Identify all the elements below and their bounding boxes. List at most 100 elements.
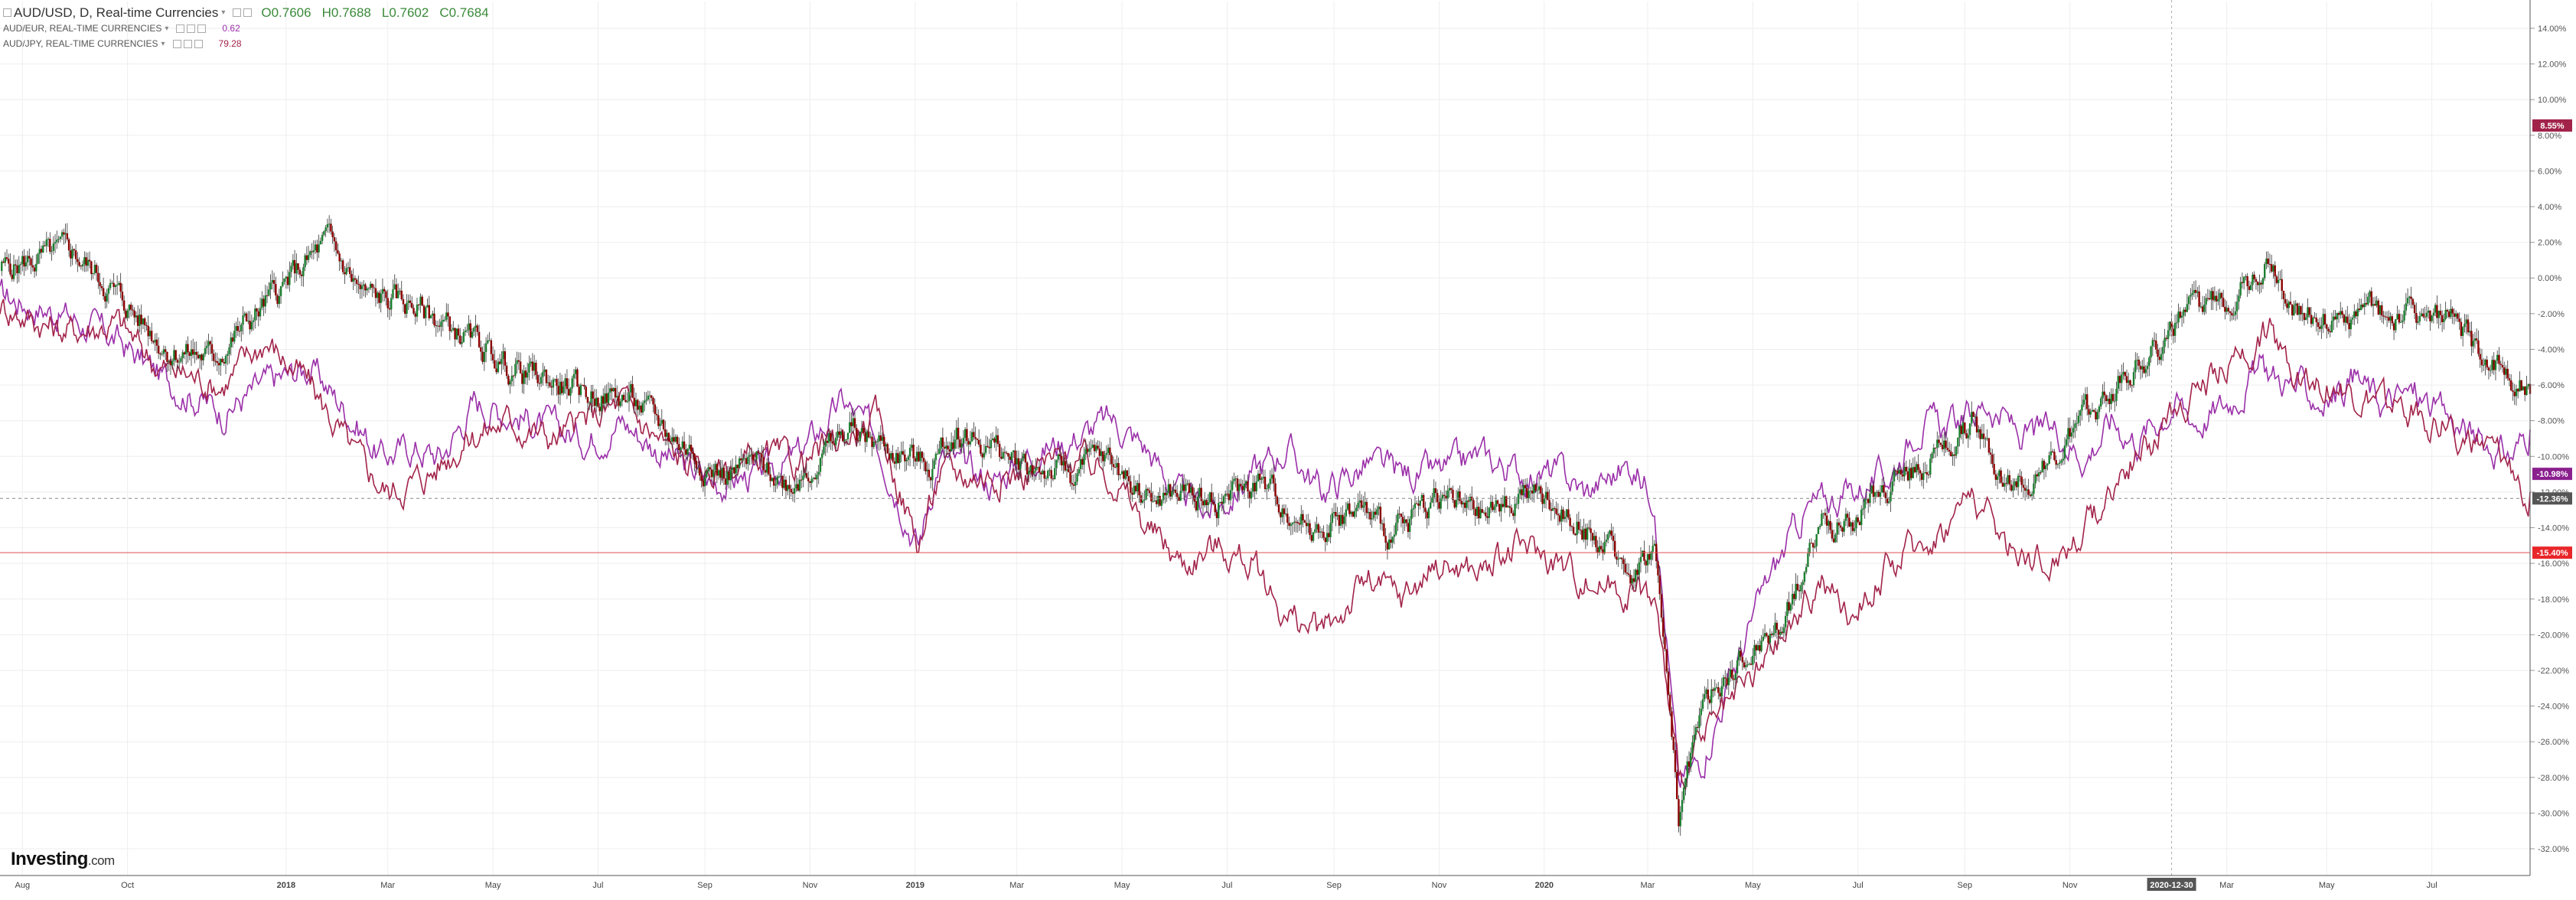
open-value: O0.7606 (261, 5, 311, 20)
candle-body (1591, 533, 1594, 541)
candle-body (1196, 496, 1199, 510)
candle-body (481, 351, 484, 362)
legend-main[interactable]: AUD/USD, D, Real-time Currencies ▾ O0.76… (3, 5, 500, 21)
candle-body (1104, 455, 1106, 461)
candle-body (2432, 312, 2435, 316)
candle-body (254, 308, 256, 321)
legend-compare-jpy[interactable]: AUD/JPY, REAL-TIME CURRENCIES ▾ 79.28 (3, 36, 500, 51)
candle-body (2231, 312, 2233, 316)
main-symbol[interactable]: AUD/USD, D, Real-time Currencies (14, 5, 219, 20)
candle-body (1584, 528, 1587, 540)
candle-body (1746, 664, 1749, 666)
candle-body (1420, 494, 1423, 501)
candle-body (2001, 482, 2004, 487)
chevron-down-icon[interactable]: ▾ (161, 39, 165, 48)
candle-body (1932, 448, 1935, 454)
candle-body (1262, 476, 1264, 479)
y-tick-label: -2.00% (2538, 310, 2565, 319)
candle-body (616, 396, 618, 398)
candle-body (986, 445, 989, 448)
candle-body (2310, 315, 2313, 324)
candle-body (295, 263, 298, 274)
candle-body (1909, 468, 1911, 481)
candle-body (461, 342, 463, 344)
candle-body (1624, 563, 1626, 573)
candle-body (1057, 454, 1059, 460)
candle-body (169, 360, 172, 366)
settings-box-icon[interactable] (187, 24, 196, 33)
candle-body (1010, 452, 1013, 460)
candle-body (206, 346, 208, 348)
candle-body (121, 292, 124, 301)
candle-body (261, 298, 263, 308)
candle-body (2278, 279, 2280, 283)
candle-body (1069, 471, 1071, 484)
chevron-down-icon[interactable]: ▾ (221, 8, 226, 17)
candle-body (1364, 501, 1366, 506)
candle-body (412, 308, 415, 314)
eye-box-icon[interactable] (172, 39, 181, 48)
candle-body (1832, 538, 1835, 543)
candle-body (1533, 484, 1535, 494)
candle-body (859, 431, 861, 442)
candle-body (491, 354, 494, 360)
candle-body (633, 397, 635, 406)
candle-body (996, 435, 999, 445)
candle-body (1052, 478, 1055, 480)
candle-body (1212, 501, 1215, 504)
candle-body (386, 298, 389, 308)
candle-body (1280, 512, 1282, 517)
collapse-icon[interactable] (3, 8, 11, 17)
candle-body (2046, 464, 2049, 466)
candle-body (929, 477, 932, 481)
candle-body (59, 236, 62, 240)
settings-box-icon[interactable] (183, 39, 192, 48)
candle-body (2219, 292, 2221, 299)
candle-body (1508, 506, 1511, 508)
eye-box-icon[interactable] (176, 24, 185, 33)
candle-body (2227, 308, 2230, 311)
candle-body (970, 432, 973, 442)
candle-body (1472, 500, 1475, 510)
candle-body (447, 312, 449, 317)
candle-body (1824, 513, 1827, 516)
candle-body (912, 445, 915, 458)
candle-body (409, 300, 412, 303)
candle-body (771, 478, 774, 481)
compare-symbol[interactable]: AUD/JPY, REAL-TIME CURRENCIES (3, 38, 158, 49)
candle-body (1048, 470, 1051, 471)
candle-body (1811, 543, 1815, 548)
candle-body (67, 239, 70, 251)
candle-body (764, 470, 767, 473)
candle-body (908, 448, 911, 457)
close-box-icon[interactable] (243, 8, 253, 17)
candle-body (1054, 468, 1056, 479)
candle-body (714, 464, 716, 471)
candle-body (132, 309, 134, 311)
candle-body (2017, 475, 2020, 488)
legend-compare-eur[interactable]: AUD/EUR, REAL-TIME CURRENCIES ▾ 0.62 (3, 21, 500, 36)
chevron-down-icon[interactable]: ▾ (165, 24, 169, 33)
compare-symbol[interactable]: AUD/EUR, REAL-TIME CURRENCIES (3, 23, 162, 34)
candle-body (1648, 554, 1651, 560)
y-tick-label: 4.00% (2538, 203, 2561, 212)
candle-body (1534, 484, 1537, 491)
settings-box-icon[interactable] (233, 8, 242, 17)
candle-body (357, 283, 360, 285)
candle-body (1310, 535, 1313, 541)
candle-body (150, 331, 153, 341)
close-box-icon[interactable] (194, 39, 203, 48)
candle-body (619, 401, 621, 406)
candle-body (1890, 491, 1892, 502)
candle-body (1898, 469, 1900, 474)
candle-body (1404, 519, 1406, 523)
candle-body (1590, 528, 1592, 533)
candle-body (1714, 687, 1716, 691)
x-tick-label: 2020 (1535, 881, 1554, 890)
candle-body (347, 267, 350, 269)
last-value-label: -15.40% (2537, 549, 2568, 558)
candle-body (1102, 451, 1104, 461)
close-box-icon[interactable] (197, 24, 207, 33)
